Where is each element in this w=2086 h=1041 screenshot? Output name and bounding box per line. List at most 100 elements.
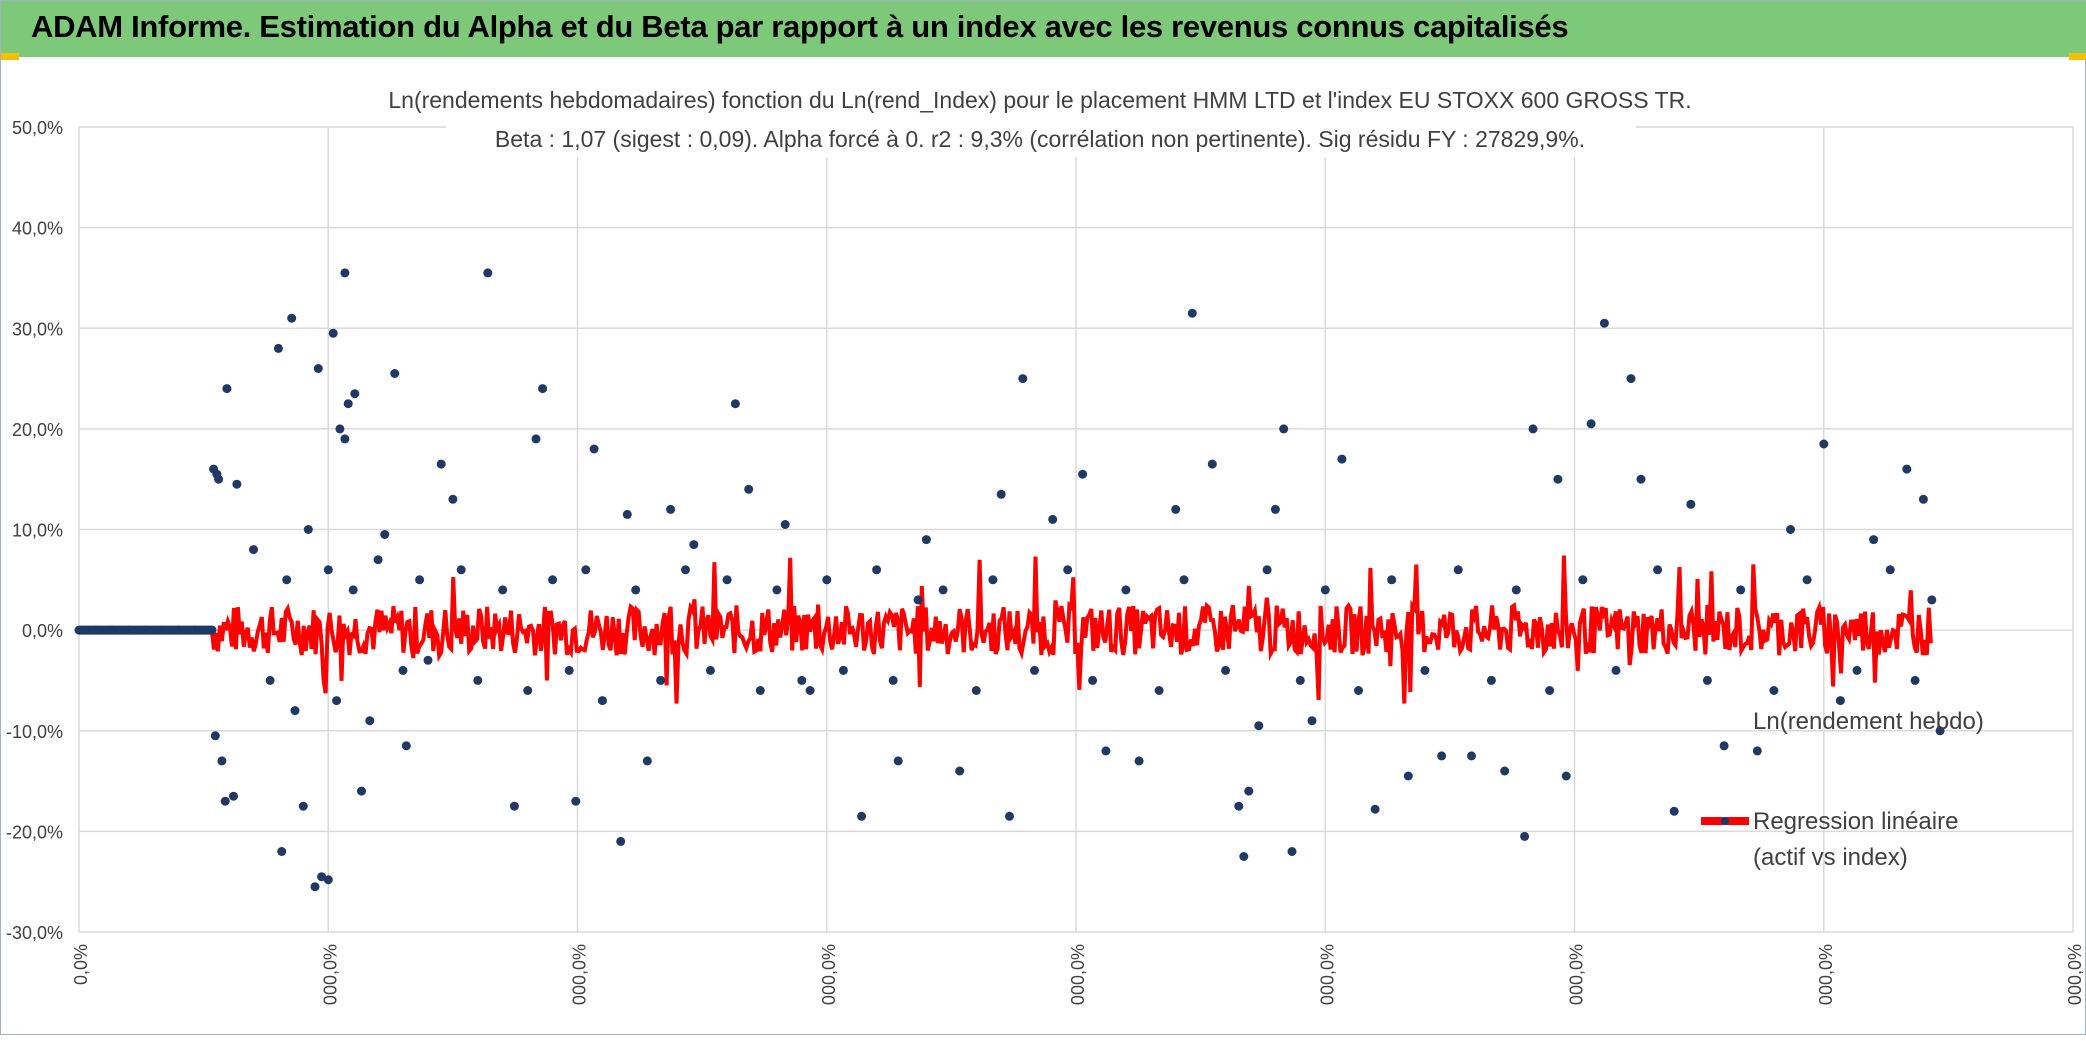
data-point [531,434,541,444]
data-point [1885,565,1895,575]
data-point [1154,686,1164,695]
data-point [1320,585,1330,595]
data-point [689,540,699,550]
data-point [548,575,558,585]
report-title: ADAM Informe. Estimation du Alpha et du … [31,9,1569,44]
data-point [1528,424,1538,434]
data-point [1048,514,1058,524]
data-point [1561,771,1571,781]
data-point [1121,585,1131,595]
data-point [340,268,350,278]
data-point [1500,766,1510,776]
data-point [938,585,948,595]
data-point [1869,535,1879,545]
data-point [1270,504,1280,514]
data-point [365,716,375,726]
data-point [1221,665,1231,675]
data-point [1599,318,1609,328]
data-point [1902,464,1912,474]
data-point [157,625,167,635]
data-point [913,595,923,605]
data-point [273,343,283,353]
data-point [249,545,258,555]
regression-line [209,555,1933,704]
data-point [1927,595,1937,605]
data-point [473,675,483,685]
data-point [1702,675,1712,685]
data-point [631,585,641,595]
data-point [564,665,574,675]
data-point [207,625,217,635]
x-tick-label: 000,0% [1317,944,1337,1005]
legend: Ln(rendement hebdo) Regression linéaire(… [1701,708,1984,871]
data-point [415,575,425,585]
data-point [313,364,323,373]
data-point [1262,565,1272,575]
data-point [1134,756,1144,766]
data-point [1078,469,1088,479]
x-tick-label: 000,0% [819,944,839,1005]
data-point [1244,786,1254,796]
data-point [1553,474,1563,484]
legend-swatch-point [1721,817,1729,825]
data-point [287,313,297,323]
data-point [1669,806,1679,816]
data-point [1835,696,1845,706]
data-point [744,484,754,494]
chart-title-bg [336,85,1741,119]
data-point [190,625,200,635]
data-point [996,489,1006,499]
x-tick-label: 0,0% [71,944,91,985]
legend-label-scatter: Ln(rendement hebdo) [1753,708,1984,735]
data-point [373,555,383,565]
y-tick-label: 30,0% [12,319,63,339]
scatter-chart: -30,0% -20,0% -10,0% 0,0% 10,0% 20,0% 30,0% 40,… [6,85,2085,1005]
data-point [780,520,790,529]
corner-marker-right [2069,53,2086,60]
data-point [220,796,230,806]
y-tick-label: 0,0% [22,621,63,641]
y-tick-label: 20,0% [12,420,63,440]
data-point [1239,852,1249,861]
data-point [1453,565,1463,575]
data-point [755,686,765,695]
data-point [265,675,275,685]
data-point [380,530,390,539]
data-point [1511,585,1521,595]
data-point [1769,686,1779,695]
data-point [1736,585,1746,595]
data-point [1611,665,1621,675]
data-point [323,875,333,885]
data-point [797,675,807,685]
y-tick-label: 40,0% [12,219,63,239]
data-point [772,585,782,595]
data-point [888,675,898,685]
data-point [616,836,626,846]
data-point [328,328,338,338]
data-point [401,741,411,751]
x-tick-label: 000,0% [2065,944,2085,1005]
data-point [323,565,333,575]
data-point [1179,575,1189,585]
data-point [1207,459,1217,469]
data-point [1686,499,1696,509]
data-point [436,459,446,469]
chart-subtitle: Beta : 1,07 (sigest : 0,09). Alpha forcé… [495,126,1585,152]
data-point [390,369,400,378]
y-tick-label: -20,0% [6,822,63,842]
data-point [1234,801,1244,811]
data-point [1653,565,1663,575]
data-point [124,625,134,635]
data-point [456,565,466,575]
data-point [1337,454,1347,464]
data-point [1018,374,1028,384]
data-point [571,796,581,806]
chart-title: Ln(rendements hebdomadaires) fonction du… [388,87,1691,113]
data-point [335,424,345,434]
data-point [1437,751,1447,761]
data-point [398,665,408,675]
data-point [1254,721,1264,731]
data-point [622,509,632,519]
data-point [298,801,308,811]
data-point [174,625,184,635]
